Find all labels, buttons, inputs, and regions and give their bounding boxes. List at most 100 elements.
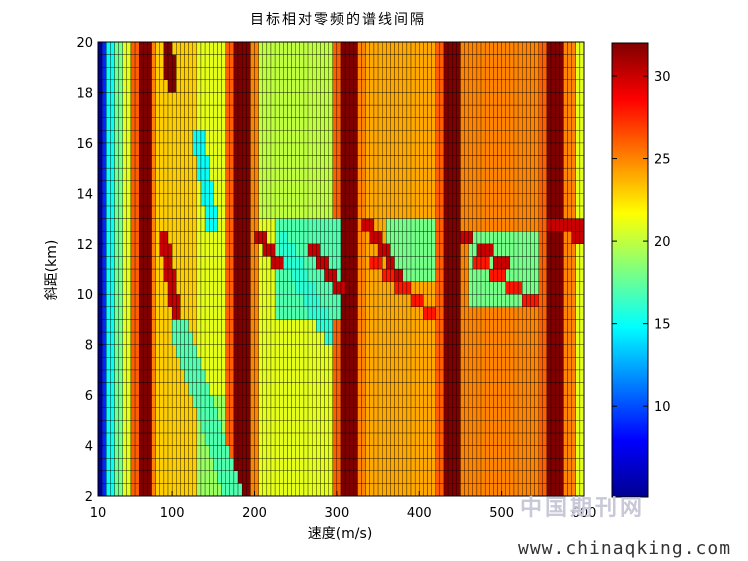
- heatmap-cell: [579, 117, 585, 131]
- heatmap-cell: [344, 432, 350, 446]
- heatmap-cell: [237, 457, 243, 471]
- heatmap-cell: [163, 420, 169, 434]
- heatmap-cell: [155, 394, 160, 408]
- heatmap-cell: [349, 369, 354, 383]
- heatmap-cell: [567, 205, 572, 219]
- heatmap-cell: [456, 130, 461, 144]
- heatmap-cell: [97, 281, 103, 295]
- heatmap-cell: [398, 394, 403, 408]
- heatmap-cell: [246, 369, 251, 383]
- heatmap-cell: [575, 54, 581, 68]
- heatmap-cell: [130, 369, 136, 383]
- heatmap-cell: [456, 256, 461, 270]
- heatmap-cell: [447, 67, 453, 81]
- heatmap-cell: [414, 407, 420, 421]
- heatmap-cell: [472, 357, 478, 371]
- heatmap-cell: [435, 54, 441, 68]
- heatmap-cell: [159, 268, 165, 282]
- heatmap-cell: [328, 230, 333, 244]
- heatmap-cell: [233, 306, 239, 320]
- heatmap-cell: [139, 218, 144, 232]
- heatmap-cell: [307, 357, 313, 371]
- heatmap-cell: [489, 41, 494, 55]
- heatmap-cell: [365, 457, 371, 471]
- heatmap-cell: [567, 382, 572, 396]
- heatmap-cell: [254, 294, 259, 308]
- heatmap-cell: [171, 67, 177, 81]
- heatmap-cell: [530, 344, 535, 358]
- heatmap-cell: [126, 92, 132, 106]
- heatmap-cell: [118, 382, 123, 396]
- y-tick-label: 16: [76, 137, 93, 152]
- heatmap-cell: [241, 180, 247, 194]
- heatmap-cell: [480, 407, 486, 421]
- heatmap-cell: [402, 369, 408, 383]
- heatmap-cell: [332, 104, 338, 118]
- heatmap-cell: [517, 142, 523, 156]
- heatmap-cell: [307, 432, 313, 446]
- heatmap-cell: [546, 67, 552, 81]
- heatmap-cell: [188, 230, 193, 244]
- heatmap-cell: [382, 331, 387, 345]
- heatmap-cell: [279, 218, 284, 232]
- heatmap-cell: [192, 407, 198, 421]
- heatmap-cell: [184, 230, 189, 244]
- heatmap-cell: [110, 142, 115, 156]
- heatmap-cell: [394, 420, 399, 434]
- heatmap-cell: [196, 306, 202, 320]
- heatmap-cell: [567, 41, 572, 55]
- heatmap-cell: [340, 193, 346, 207]
- heatmap-cell: [509, 243, 515, 257]
- heatmap-cell: [225, 470, 230, 484]
- heatmap-cell: [369, 92, 375, 106]
- heatmap-cell: [443, 306, 449, 320]
- heatmap-cell: [349, 193, 354, 207]
- heatmap-cell: [542, 357, 548, 371]
- heatmap-cell: [176, 470, 181, 484]
- heatmap-cell: [274, 104, 280, 118]
- heatmap-cell: [447, 319, 453, 333]
- heatmap-cell: [130, 344, 136, 358]
- heatmap-cell: [209, 256, 214, 270]
- heatmap-cell: [130, 256, 136, 270]
- heatmap-cell: [480, 117, 486, 131]
- heatmap-cell: [530, 167, 535, 181]
- heatmap-cell: [299, 457, 305, 471]
- heatmap-cell: [452, 394, 457, 408]
- heatmap-cell: [262, 407, 268, 421]
- heatmap-cell: [394, 104, 399, 118]
- heatmap-cell: [258, 205, 263, 219]
- heatmap-cell: [311, 344, 317, 358]
- heatmap-cell: [571, 142, 576, 156]
- heatmap-cell: [439, 432, 445, 446]
- heatmap-cell: [542, 218, 548, 232]
- heatmap-cell: [472, 142, 478, 156]
- heatmap-cell: [398, 180, 403, 194]
- heatmap-cell: [114, 483, 119, 497]
- heatmap-cell: [184, 243, 189, 257]
- heatmap-cell: [217, 155, 222, 169]
- heatmap-cell: [110, 331, 115, 345]
- heatmap-cell: [122, 281, 128, 295]
- heatmap-cell: [200, 256, 206, 270]
- heatmap-cell: [180, 432, 185, 446]
- heatmap-cell: [398, 369, 403, 383]
- heatmap-cell: [386, 470, 391, 484]
- heatmap-cell: [126, 104, 132, 118]
- heatmap-cell: [452, 155, 457, 169]
- heatmap-cell: [435, 483, 441, 497]
- heatmap-cell: [324, 117, 329, 131]
- heatmap-cell: [517, 294, 523, 308]
- heatmap-cell: [163, 432, 169, 446]
- heatmap-cell: [155, 344, 160, 358]
- heatmap-cell: [155, 218, 160, 232]
- heatmap-cell: [241, 218, 247, 232]
- heatmap-cell: [431, 483, 436, 497]
- heatmap-cell: [118, 483, 123, 497]
- heatmap-cell: [225, 142, 230, 156]
- heatmap-cell: [274, 394, 280, 408]
- heatmap-cell: [398, 407, 403, 421]
- heatmap-cell: [307, 281, 313, 295]
- heatmap-cell: [575, 407, 581, 421]
- heatmap-cell: [353, 218, 358, 232]
